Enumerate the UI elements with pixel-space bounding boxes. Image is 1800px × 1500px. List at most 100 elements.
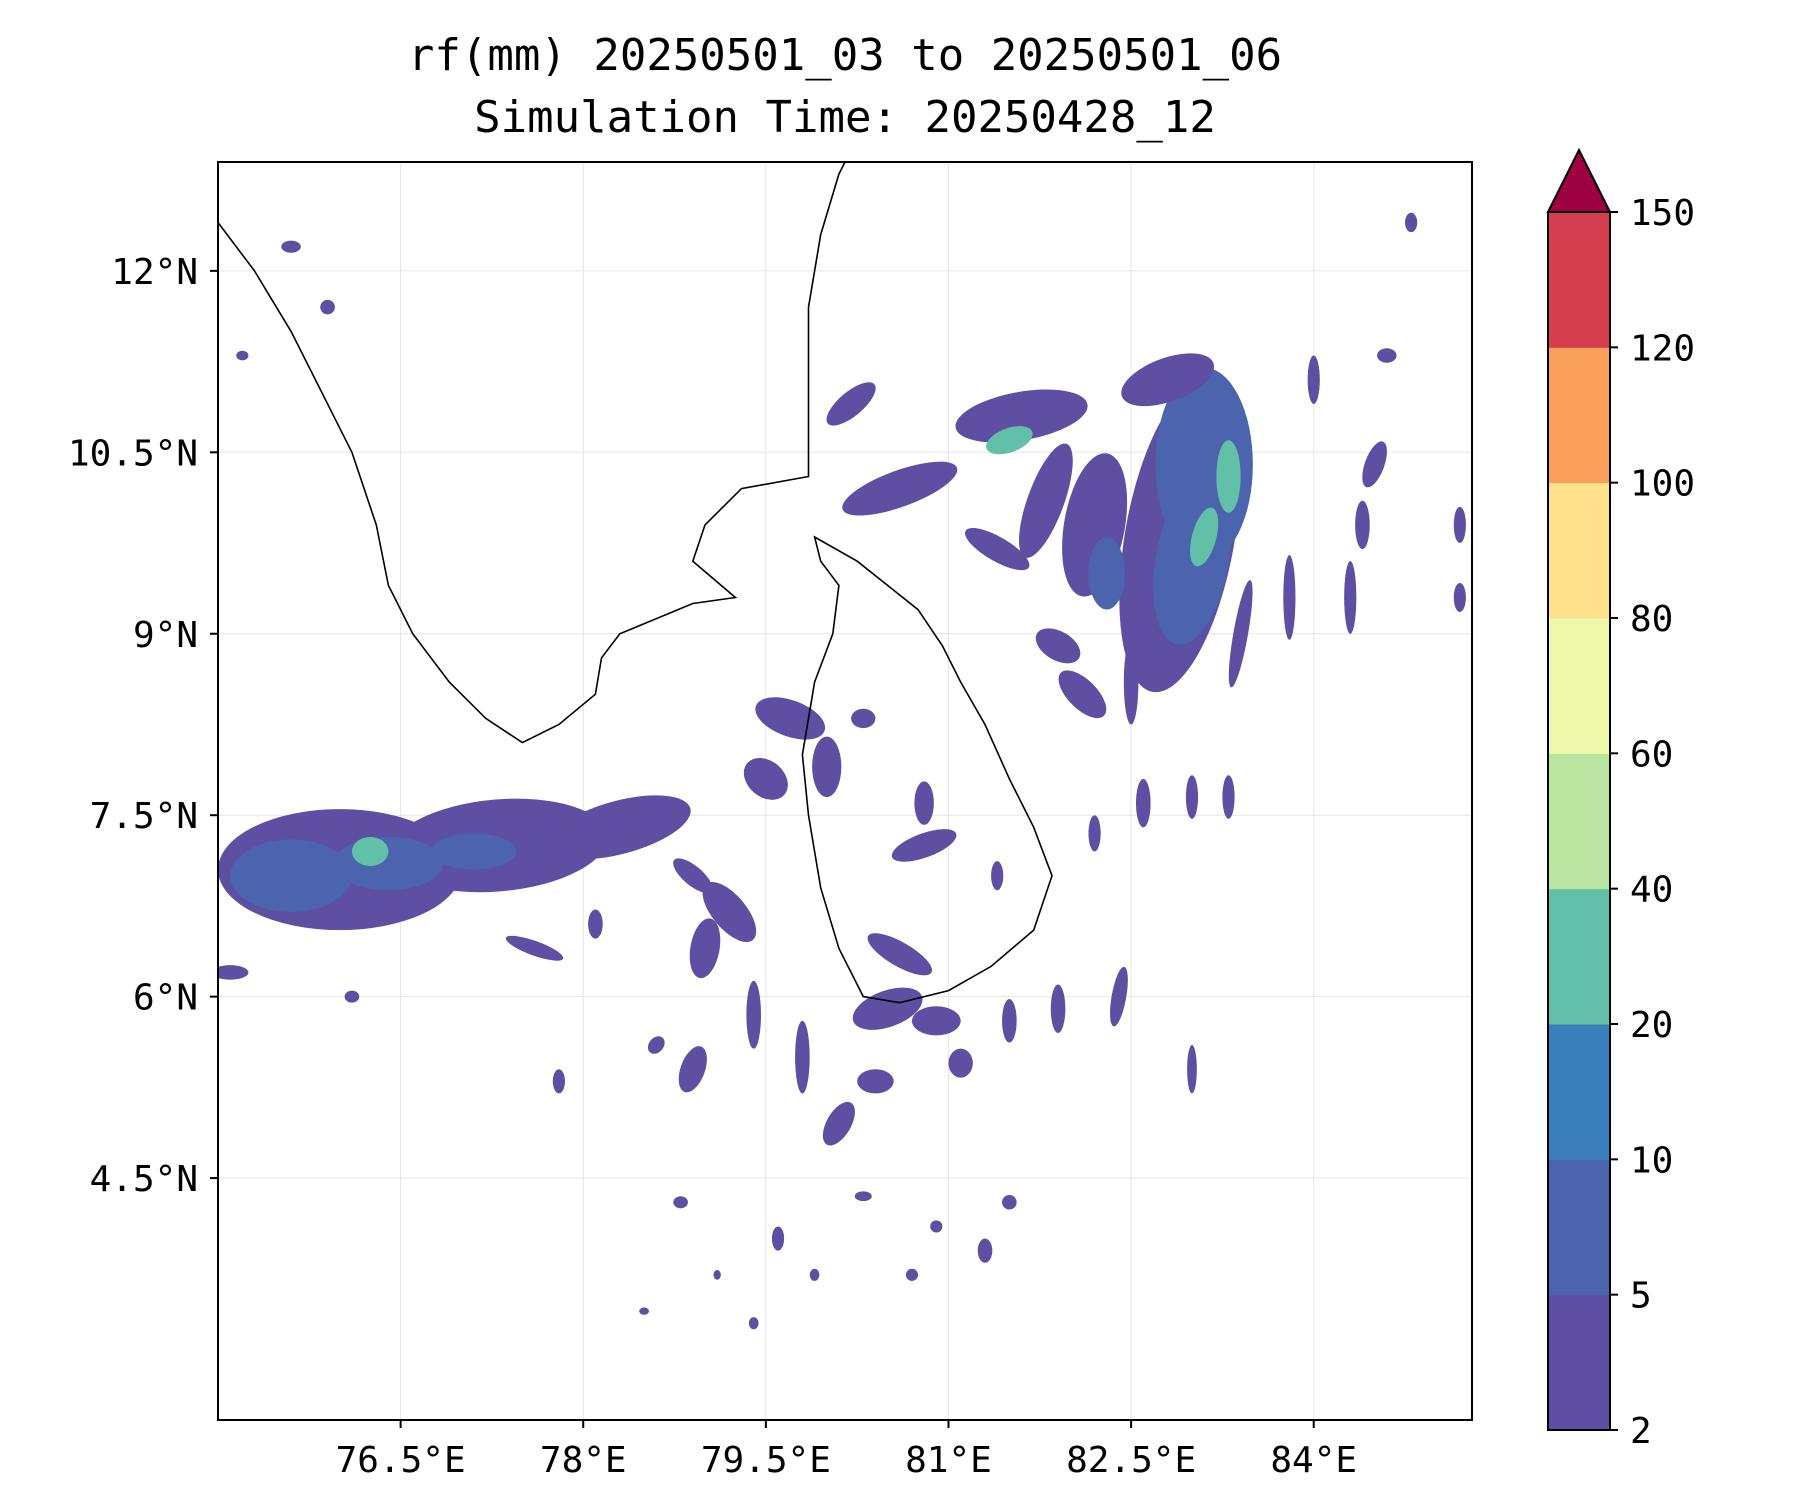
- rain-cell-49: [746, 980, 761, 1049]
- rain-cell-2: [548, 795, 691, 860]
- rain-cell-67: [647, 1036, 665, 1054]
- colorbar-tick-label: 150: [1630, 193, 1695, 234]
- rain-cell-14: [986, 426, 1033, 455]
- rain-cell-13: [955, 389, 1088, 443]
- rain-cell-23: [1123, 639, 1139, 725]
- rain-cell-19: [1019, 443, 1073, 558]
- rain-cell-15: [842, 461, 958, 516]
- rain-cell-21: [1058, 670, 1107, 719]
- rain-cell-35: [1185, 775, 1199, 819]
- rain-cell-27: [1362, 441, 1387, 488]
- y-tick-label: 4.5°N: [90, 1159, 198, 1200]
- srilanka-coastline: [801, 535, 1053, 1004]
- rain-cell-32: [1453, 582, 1466, 612]
- rain-cell-36: [1222, 775, 1235, 819]
- rain-cell-65: [588, 909, 603, 939]
- rain-cell-39: [891, 829, 957, 862]
- y-tick-label: 12°N: [111, 252, 198, 293]
- map-title: rf(mm) 20250501_03 to 20250501_06: [407, 30, 1283, 81]
- map-subtitle: Simulation Time: 20250428_12: [474, 92, 1216, 143]
- rain-cell-26: [1344, 561, 1357, 634]
- rain-cell-69: [771, 1226, 785, 1251]
- colorbar-tick-label: 80: [1630, 599, 1673, 640]
- x-tick-label: 78°E: [540, 1440, 627, 1481]
- rain-cell-64: [505, 935, 564, 961]
- rain-cell-80: [851, 708, 876, 729]
- y-axis-ticks: 12°N 10.5°N 9°N 7.5°N 6°N 4.5°N: [68, 252, 218, 1200]
- x-tick-label: 84°E: [1270, 1440, 1357, 1481]
- rain-cell-66: [552, 1069, 565, 1094]
- rain-cell-79: [812, 736, 842, 798]
- rain-cell-31: [1453, 506, 1466, 544]
- rain-cell-62: [218, 965, 249, 980]
- colorbar-segment: [1548, 618, 1610, 754]
- rain-cell-46: [702, 881, 757, 942]
- y-tick-label: 10.5°N: [68, 433, 198, 474]
- colorbar-segment: [1548, 482, 1610, 619]
- rain-cell-54: [948, 1048, 973, 1078]
- rain-cell-71: [930, 1220, 943, 1233]
- rain-cell-30: [1307, 355, 1320, 404]
- colorbar-tick-label: 10: [1630, 1140, 1673, 1181]
- map-frame: [217, 161, 1473, 1421]
- rain-cell-11: [1190, 507, 1219, 567]
- y-tick-label: 9°N: [133, 615, 198, 656]
- colorbar-tick-label: 60: [1630, 734, 1673, 775]
- colorbar-tick-label: 2: [1630, 1411, 1652, 1452]
- rainfall-contours: [218, 212, 1466, 1330]
- colorbar-tick-label: 100: [1630, 464, 1695, 505]
- rain-cell-47: [673, 858, 713, 893]
- colorbar-tick-label: 20: [1630, 1005, 1673, 1046]
- rain-cell-38: [991, 861, 1004, 891]
- india-coastline: [218, 162, 846, 744]
- rain-cell-59: [320, 299, 335, 315]
- rain-cell-53: [857, 1069, 894, 1094]
- rain-cell-44: [755, 697, 826, 740]
- x-tick-label: 79.5°E: [701, 1440, 831, 1481]
- rain-cell-22: [1035, 628, 1081, 664]
- coastlines: [218, 162, 1053, 1004]
- rain-cell-76: [748, 1317, 759, 1330]
- rain-cell-73: [1002, 1195, 1017, 1210]
- rain-cell-45: [743, 757, 788, 800]
- colorbar-tick-label: 40: [1630, 870, 1673, 911]
- rain-cell-72: [977, 1238, 993, 1263]
- rain-cell-61: [236, 350, 249, 361]
- colorbar-frame: [1547, 211, 1611, 1431]
- colorbar-extend-arrow: [1546, 147, 1612, 213]
- rain-cell-12: [1121, 353, 1214, 407]
- rain-cell-43: [911, 1006, 961, 1036]
- colorbar-segment: [1548, 753, 1610, 890]
- rain-cell-10: [1216, 440, 1241, 513]
- y-tick-label: 6°N: [133, 978, 198, 1019]
- y-tick-label: 7.5°N: [90, 796, 198, 837]
- rain-cell-5: [431, 833, 517, 870]
- rain-cell-33: [1405, 212, 1418, 233]
- rain-cell-37: [1088, 815, 1101, 852]
- rain-cell-3: [230, 839, 352, 912]
- colorbar-tick-label: 5: [1630, 1276, 1652, 1317]
- rain-cell-78: [713, 1270, 721, 1280]
- rain-cell-18: [1088, 536, 1126, 610]
- rain-cell-55: [1002, 999, 1017, 1043]
- rain-cell-70: [854, 1191, 872, 1202]
- rain-cell-20: [964, 528, 1030, 571]
- rain-cell-24: [1228, 580, 1253, 688]
- x-axis-ticks: 76.5°E 78°E 79.5°E 81°E 82.5°E 84°E: [336, 1420, 1357, 1481]
- rain-cell-63: [344, 990, 360, 1003]
- rain-cell-40: [914, 781, 934, 825]
- x-tick-label: 81°E: [905, 1440, 992, 1481]
- colorbar-segment: [1548, 1159, 1610, 1296]
- rain-cell-77: [639, 1307, 649, 1315]
- rain-cell-60: [281, 240, 301, 253]
- rain-cell-57: [1110, 966, 1128, 1027]
- rain-cell-48: [689, 918, 721, 979]
- rain-cell-74: [905, 1268, 919, 1281]
- rain-cell-25: [1283, 555, 1296, 640]
- rain-cell-75: [809, 1268, 820, 1281]
- gridlines: [218, 162, 1472, 1420]
- colorbar-segment: [1548, 212, 1610, 348]
- rain-cell-56: [1050, 984, 1066, 1033]
